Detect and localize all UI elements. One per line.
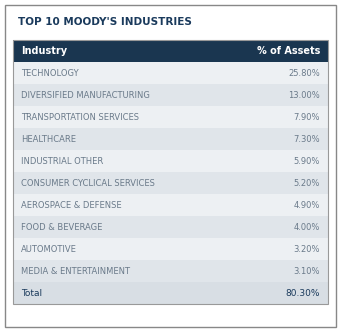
Text: 4.90%: 4.90%: [294, 201, 320, 209]
Text: Total: Total: [21, 289, 42, 297]
Text: 25.80%: 25.80%: [288, 68, 320, 77]
Bar: [13, 282, 328, 304]
Text: AUTOMOTIVE: AUTOMOTIVE: [21, 244, 77, 254]
Bar: [13, 128, 328, 150]
Bar: [13, 40, 328, 62]
Bar: [13, 150, 328, 172]
Text: 7.90%: 7.90%: [294, 113, 320, 122]
Bar: [13, 106, 328, 128]
Text: 80.30%: 80.30%: [285, 289, 320, 297]
Bar: [13, 62, 328, 84]
Bar: [13, 194, 328, 216]
Bar: [13, 260, 328, 282]
Text: FOOD & BEVERAGE: FOOD & BEVERAGE: [21, 222, 102, 231]
Text: CONSUMER CYCLICAL SERVICES: CONSUMER CYCLICAL SERVICES: [21, 179, 155, 188]
Text: 7.30%: 7.30%: [293, 134, 320, 143]
Text: 5.90%: 5.90%: [294, 156, 320, 165]
Text: Industry: Industry: [21, 46, 67, 56]
Bar: [13, 172, 328, 194]
Bar: [13, 238, 328, 260]
Bar: [13, 216, 328, 238]
Text: MEDIA & ENTERTAINMENT: MEDIA & ENTERTAINMENT: [21, 267, 130, 276]
Bar: [13, 84, 328, 106]
Text: 13.00%: 13.00%: [288, 91, 320, 100]
Text: AEROSPACE & DEFENSE: AEROSPACE & DEFENSE: [21, 201, 122, 209]
Text: TOP 10 MOODY'S INDUSTRIES: TOP 10 MOODY'S INDUSTRIES: [18, 17, 192, 27]
Text: TECHNOLOGY: TECHNOLOGY: [21, 68, 79, 77]
Text: INDUSTRIAL OTHER: INDUSTRIAL OTHER: [21, 156, 103, 165]
Text: 3.20%: 3.20%: [294, 244, 320, 254]
Bar: [13, 40, 328, 304]
Text: HEALTHCARE: HEALTHCARE: [21, 134, 76, 143]
Text: 3.10%: 3.10%: [294, 267, 320, 276]
Text: 5.20%: 5.20%: [294, 179, 320, 188]
Text: DIVERSIFIED MANUFACTURING: DIVERSIFIED MANUFACTURING: [21, 91, 150, 100]
Text: TRANSPORTATION SERVICES: TRANSPORTATION SERVICES: [21, 113, 139, 122]
Text: % of Assets: % of Assets: [257, 46, 320, 56]
Text: 4.00%: 4.00%: [294, 222, 320, 231]
